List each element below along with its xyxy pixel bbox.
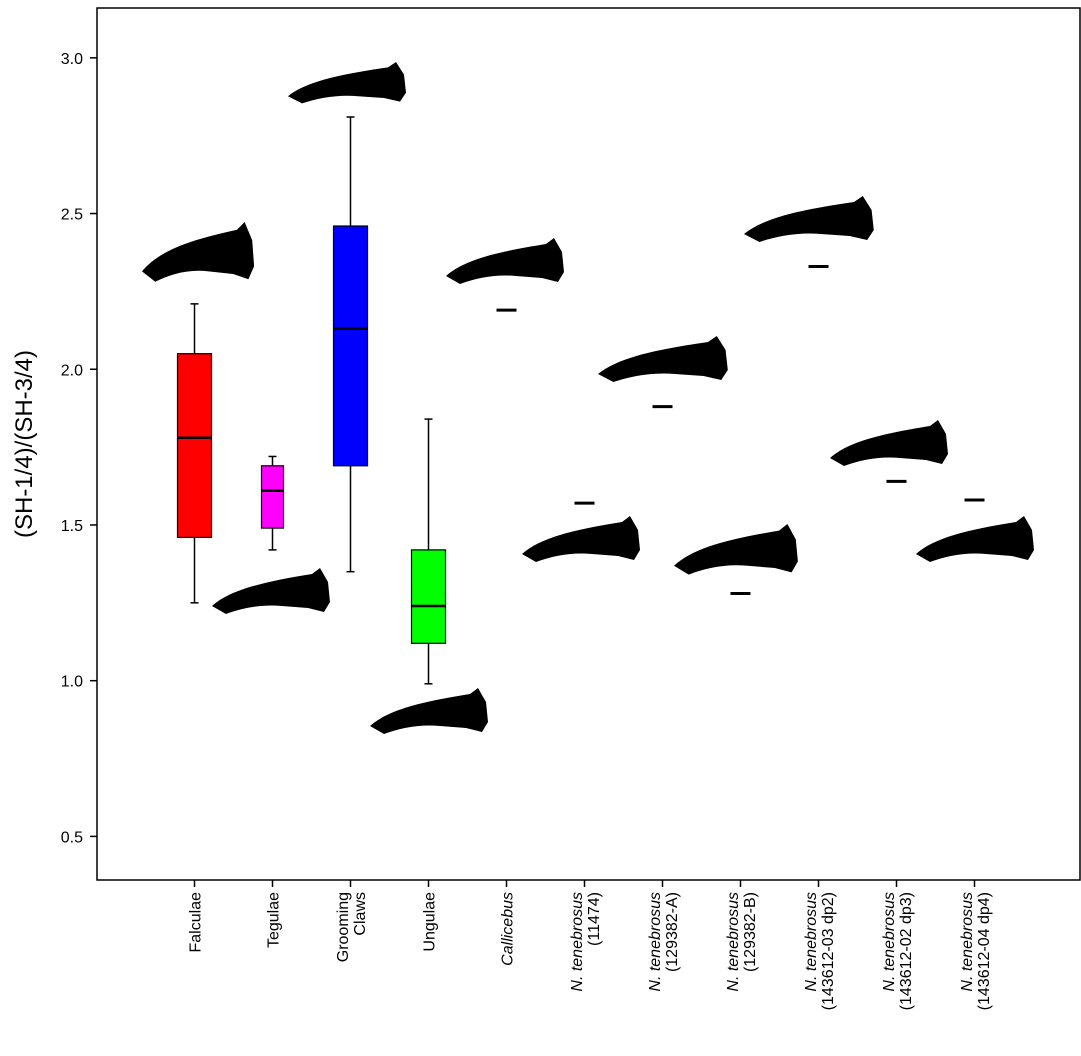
x-tick-label: (143612-03 dp2) (820, 892, 837, 1010)
x-tick-label: Claws (352, 892, 369, 936)
x-tick-label: N. tenebrosus (803, 892, 820, 992)
claw-drawings (142, 62, 1034, 734)
y-axis-label: (SH-1/4)/(SH-3/4) (11, 350, 38, 538)
y-tick-label: 3.0 (61, 51, 83, 68)
x-tick-label: Falculae (188, 892, 205, 953)
box (178, 354, 212, 538)
y-tick-label: 1.0 (61, 674, 83, 691)
x-tick-label: N. tenebrosus (569, 892, 586, 992)
chart: (SH-1/4)/(SH-3/4) 0.5 1.0 1.5 2.0 2.5 3.0 Falc… (0, 0, 1081, 1056)
x-tick-label: (11474) (586, 892, 603, 946)
x-tick-label: N. tenebrosus (725, 892, 742, 992)
x-tick-label: Grooming (335, 892, 352, 962)
box (334, 226, 368, 466)
x-tick-label: Ungulae (422, 892, 439, 952)
x-tick-label: N. tenebrosus (881, 892, 898, 992)
x-tick-label: (143612-02 dp3) (898, 892, 915, 1010)
x-tick-label: (143612-04 dp4) (976, 892, 993, 1010)
x-tick-label: Callicebus (500, 892, 517, 966)
y-tick-label: 0.5 (61, 829, 83, 846)
y-tick-label: 1.5 (61, 518, 83, 535)
x-tick-label: Tegulae (266, 892, 283, 948)
x-tick-label: (129382-B) (742, 892, 759, 972)
box (262, 466, 284, 528)
x-tick-label: N. tenebrosus (959, 892, 976, 992)
y-tick-label: 2.5 (61, 207, 83, 224)
y-tick-label: 2.0 (61, 362, 83, 379)
box (412, 550, 446, 643)
x-tick-label: (129382-A) (664, 892, 681, 972)
x-tick-label: N. tenebrosus (647, 892, 664, 992)
